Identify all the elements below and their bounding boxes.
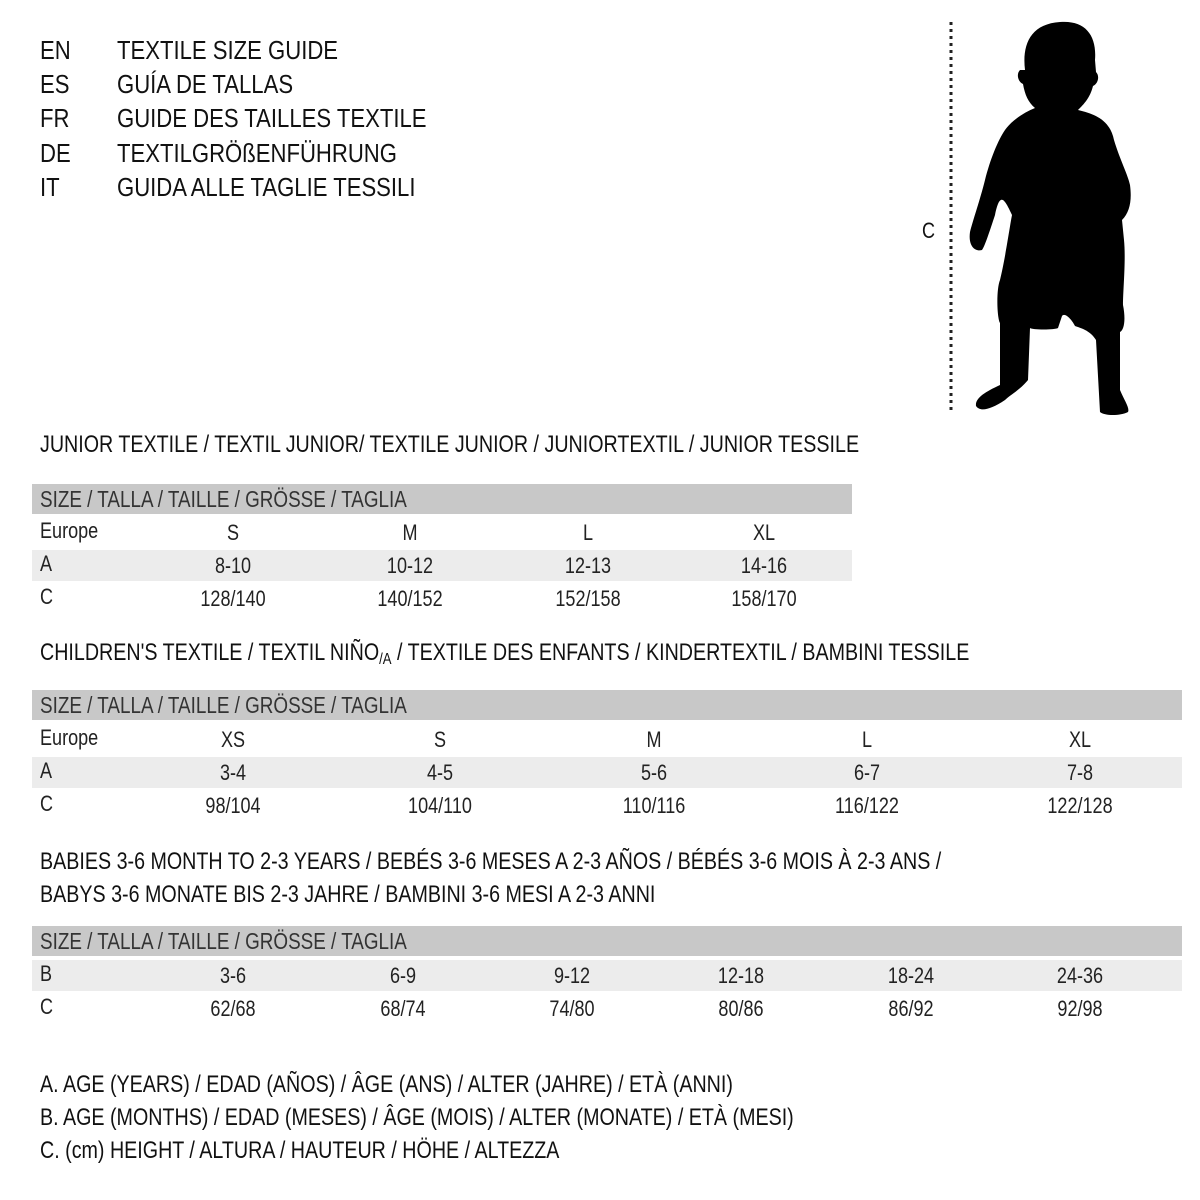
babies-size-header: SIZE / TALLA / TAILLE / GRÖSSE / TAGLIA [32, 926, 1182, 956]
table-cell: 116/122 [835, 793, 899, 818]
table-cell: 12-18 [717, 963, 765, 988]
table-cell: 3-6 [219, 963, 247, 988]
table-cell: 18-24 [887, 963, 935, 988]
table-cell: 7-8 [1066, 760, 1094, 785]
legend-b: B. AGE (MONTHS) / EDAD (MESES) / ÂGE (MO… [40, 1104, 794, 1131]
table-cell: 4-5 [426, 760, 454, 785]
table-cell: XS [220, 727, 246, 752]
table-cell: 128/140 [200, 586, 266, 611]
table-cell: 6-9 [389, 963, 417, 988]
table-cell: 122/128 [1047, 793, 1113, 818]
row-label: A [40, 551, 53, 576]
lang-title: GUIDE DES TAILLES TEXTILE [117, 103, 427, 133]
table-cell: 62/68 [210, 996, 256, 1021]
lang-code: DE [40, 138, 71, 168]
height-label: C [922, 218, 936, 243]
children-size-header: SIZE / TALLA / TAILLE / GRÖSSE / TAGLIA [32, 690, 1182, 720]
table-cell: 6-7 [853, 760, 881, 785]
table-cell: L [861, 727, 873, 752]
row-label: C [40, 994, 54, 1019]
size-header-text: SIZE / TALLA / TAILLE / GRÖSSE / TAGLIA [40, 486, 407, 512]
legend-a: A. AGE (YEARS) / EDAD (AÑOS) / ÂGE (ANS)… [40, 1071, 733, 1098]
lang-code: FR [40, 103, 70, 133]
table-row: C 62/68 68/74 74/80 80/86 86/92 92/98 [32, 993, 1182, 1024]
row-label: A [40, 758, 53, 783]
child-silhouette-icon [949, 21, 1131, 415]
child-silhouette-shape [969, 21, 1131, 415]
lang-code: IT [40, 172, 60, 202]
table-cell: S [433, 727, 447, 752]
table-cell: 92/98 [1057, 996, 1103, 1021]
table-row: B 3-6 6-9 9-12 12-18 18-24 24-36 [32, 960, 1182, 991]
row-label: Europe [40, 518, 99, 543]
table-cell: 152/158 [555, 586, 621, 611]
children-title: CHILDREN'S TEXTILE / TEXTIL NIÑO/A / TEX… [40, 639, 970, 668]
lang-code: ES [40, 69, 70, 99]
table-cell: 80/86 [718, 996, 764, 1021]
table-row: A 8-10 10-12 12-13 14-16 [32, 550, 852, 581]
table-cell: 98/104 [205, 793, 261, 818]
table-cell: XL [752, 520, 776, 545]
table-cell: 74/80 [549, 996, 595, 1021]
table-cell: 140/152 [377, 586, 443, 611]
table-cell: 86/92 [888, 996, 934, 1021]
table-row: A 3-4 4-5 5-6 6-7 7-8 [32, 757, 1182, 788]
table-cell: 3-4 [219, 760, 247, 785]
table-cell: 158/170 [731, 586, 797, 611]
table-cell: XL [1068, 727, 1092, 752]
table-row: C 98/104 104/110 110/116 116/122 122/128 [32, 790, 1182, 821]
babies-title-line1: BABIES 3-6 MONTH TO 2-3 YEARS / BEBÉS 3-… [40, 848, 942, 875]
junior-size-header: SIZE / TALLA / TAILLE / GRÖSSE / TAGLIA [32, 484, 852, 514]
size-header-text: SIZE / TALLA / TAILLE / GRÖSSE / TAGLIA [40, 928, 407, 954]
lang-title: TEXTILGRÖßENFÜHRUNG [117, 138, 397, 168]
row-label: Europe [40, 725, 99, 750]
row-label: C [40, 584, 54, 609]
size-header-text: SIZE / TALLA / TAILLE / GRÖSSE / TAGLIA [40, 692, 407, 718]
table-cell: M [646, 727, 662, 752]
lang-title: GUÍA DE TALLAS [117, 69, 294, 99]
table-cell: M [402, 520, 418, 545]
table-row: C 128/140 140/152 152/158 158/170 [32, 583, 852, 614]
table-cell: S [226, 520, 240, 545]
row-label: C [40, 791, 54, 816]
table-cell: L [582, 520, 594, 545]
table-row: Europe S M L XL [32, 517, 852, 548]
lang-title: TEXTILE SIZE GUIDE [117, 35, 339, 65]
lang-code: EN [40, 35, 71, 65]
lang-title: GUIDA ALLE TAGLIE TESSILI [117, 172, 416, 202]
table-cell: 24-36 [1056, 963, 1104, 988]
table-cell: 9-12 [553, 963, 591, 988]
table-cell: 5-6 [640, 760, 668, 785]
table-cell: 110/116 [622, 793, 686, 818]
junior-title: JUNIOR TEXTILE / TEXTIL JUNIOR/ TEXTILE … [40, 431, 860, 458]
legend-c: C. (cm) HEIGHT / ALTURA / HAUTEUR / HÖHE… [40, 1137, 560, 1164]
table-cell: 10-12 [386, 553, 434, 578]
table-cell: 8-10 [214, 553, 252, 578]
table-cell: 14-16 [740, 553, 788, 578]
babies-title-line2: BABYS 3-6 MONATE BIS 2-3 JAHRE / BAMBINI… [40, 881, 656, 908]
table-row: Europe XS S M L XL [32, 724, 1182, 755]
table-cell: 104/110 [408, 793, 472, 818]
table-cell: 12-13 [564, 553, 612, 578]
table-cell: 68/74 [380, 996, 426, 1021]
row-label: B [40, 961, 53, 986]
